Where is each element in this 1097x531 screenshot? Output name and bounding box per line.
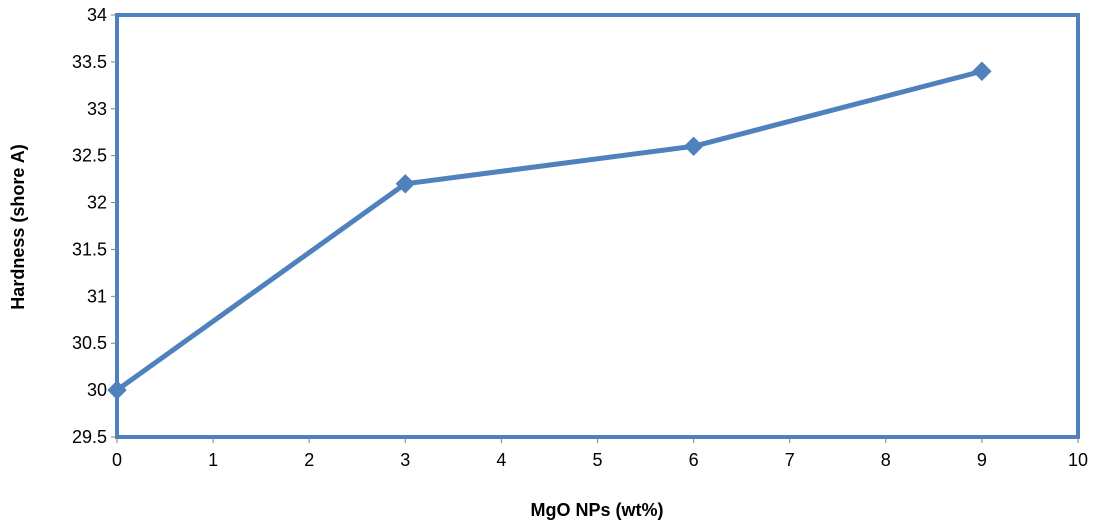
x-tick-label: 4 xyxy=(496,450,506,470)
y-tick-label: 29.5 xyxy=(72,427,107,447)
x-tick-label: 7 xyxy=(785,450,795,470)
x-tick-label: 3 xyxy=(400,450,410,470)
x-axis-title: MgO NPs (wt%) xyxy=(531,500,664,520)
y-tick-label: 30 xyxy=(87,380,107,400)
series-line xyxy=(115,68,983,393)
x-tick-label: 9 xyxy=(977,450,987,470)
y-tick-label: 31 xyxy=(87,286,107,306)
x-tick-label: 5 xyxy=(592,450,602,470)
data-point-marker xyxy=(972,61,992,81)
x-tick-label: 2 xyxy=(304,450,314,470)
y-tick-label: 31.5 xyxy=(72,239,107,259)
y-tick-label: 32 xyxy=(87,193,107,213)
y-tick-label: 32.5 xyxy=(72,146,107,166)
x-tick-label: 10 xyxy=(1068,450,1088,470)
data-point-marker xyxy=(683,136,704,156)
y-tick-label: 33 xyxy=(87,99,107,119)
plot-border xyxy=(115,13,1080,439)
y-tick-label: 34 xyxy=(87,5,107,25)
data-point-marker xyxy=(107,380,127,400)
x-tick-label: 1 xyxy=(208,450,218,470)
y-tick-label: 33.5 xyxy=(72,52,107,72)
data-point-marker xyxy=(395,174,416,194)
y-axis-title: Hardness (shore A) xyxy=(8,144,28,309)
y-tick-label: 30.5 xyxy=(72,333,107,353)
x-tick-label: 8 xyxy=(881,450,891,470)
x-tick-label: 6 xyxy=(689,450,699,470)
x-tick-label: 0 xyxy=(112,450,122,470)
